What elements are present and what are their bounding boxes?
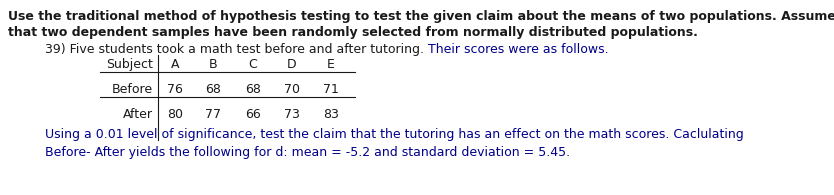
Text: 73: 73: [284, 108, 300, 121]
Text: A: A: [171, 58, 179, 71]
Text: 39) Five students took a math test before and after tutoring.: 39) Five students took a math test befor…: [45, 43, 428, 56]
Text: B: B: [208, 58, 218, 71]
Text: 68: 68: [245, 83, 261, 96]
Text: Before- After yields the following for d: mean = -5.2 and standard deviation = 5: Before- After yields the following for d…: [45, 146, 570, 159]
Text: 77: 77: [205, 108, 221, 121]
Text: D: D: [287, 58, 297, 71]
Text: 71: 71: [323, 83, 339, 96]
Text: C: C: [249, 58, 258, 71]
Text: 80: 80: [167, 108, 183, 121]
Text: that two dependent samples have been randomly selected from normally distributed: that two dependent samples have been ran…: [8, 26, 698, 39]
Text: 76: 76: [167, 83, 183, 96]
Text: E: E: [327, 58, 335, 71]
Text: Use the traditional method of hypothesis testing to test the given claim about t: Use the traditional method of hypothesis…: [8, 10, 834, 23]
Text: Their scores were as follows.: Their scores were as follows.: [428, 43, 609, 56]
Text: Using a 0.01 level of significance, test the claim that the tutoring has an effe: Using a 0.01 level of significance, test…: [45, 128, 744, 141]
Text: Before: Before: [112, 83, 153, 96]
Text: After: After: [123, 108, 153, 121]
Text: Subject: Subject: [106, 58, 153, 71]
Text: 70: 70: [284, 83, 300, 96]
Text: 66: 66: [245, 108, 261, 121]
Text: 83: 83: [323, 108, 339, 121]
Text: 68: 68: [205, 83, 221, 96]
